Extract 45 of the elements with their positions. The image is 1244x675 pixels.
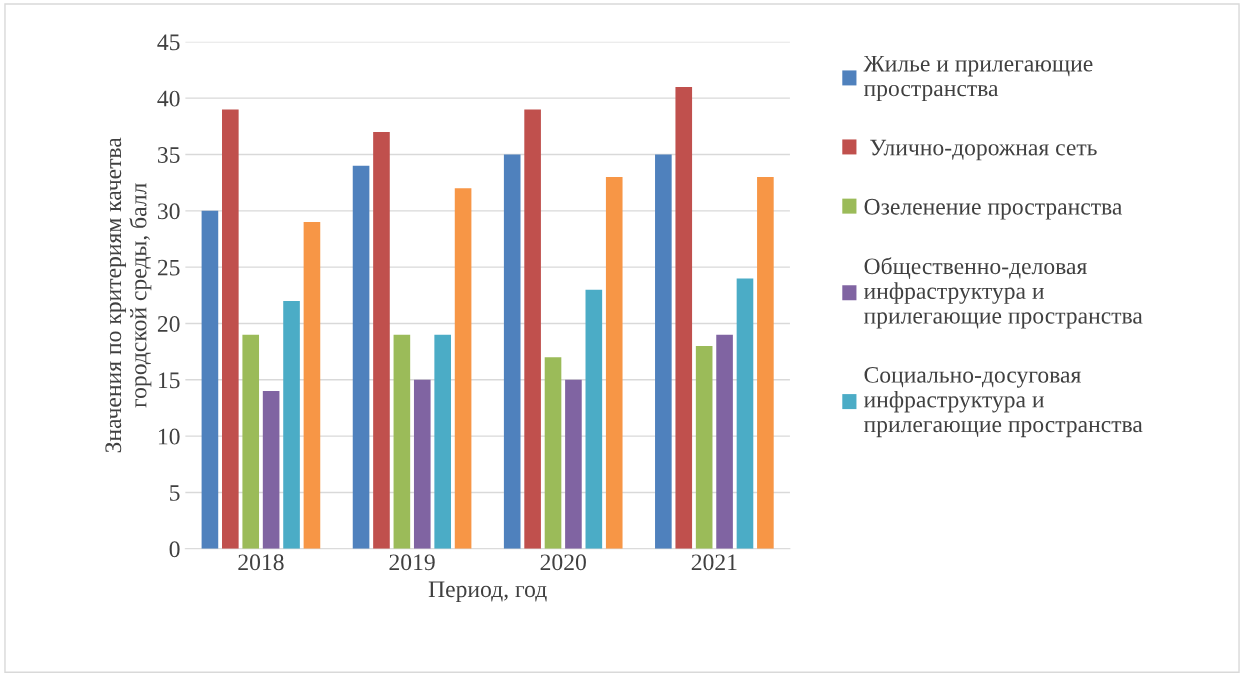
bar bbox=[757, 177, 774, 549]
legend-label: Социально-досуговая инфраструктура и прилегающие пространства bbox=[863, 366, 1143, 438]
y-tick-label: 0 bbox=[169, 541, 180, 558]
y-tick-label: 10 bbox=[158, 428, 180, 445]
bar bbox=[503, 154, 521, 549]
legend-label: Общественно-деловая инфраструктура и прилегающие пространства bbox=[863, 257, 1143, 329]
x-tick-label: 2018 bbox=[238, 554, 284, 571]
bar bbox=[434, 334, 451, 549]
legend-label: Жилье и прилегающие пространства bbox=[863, 55, 1093, 102]
bar bbox=[565, 379, 582, 549]
y-axis-title: Значения по критериям качетва городской среды, балл bbox=[105, 137, 152, 453]
bar bbox=[201, 210, 219, 549]
legend-label: Озеленение пространства bbox=[864, 198, 1123, 220]
y-tick-label: 40 bbox=[157, 90, 180, 107]
bar bbox=[544, 357, 562, 549]
bar bbox=[585, 289, 603, 549]
bar bbox=[675, 86, 693, 549]
bar bbox=[303, 222, 321, 549]
bar bbox=[605, 177, 623, 549]
bar bbox=[413, 379, 431, 549]
bar bbox=[655, 154, 672, 549]
y-tick-label: 15 bbox=[158, 372, 180, 389]
bar bbox=[222, 109, 239, 549]
bar bbox=[242, 334, 260, 549]
y-tick-label: 30 bbox=[158, 203, 180, 220]
y-tick-label: 45 bbox=[157, 34, 180, 51]
bar bbox=[283, 300, 300, 549]
legend-label: Улично-дорожная сеть bbox=[870, 139, 1097, 161]
bar bbox=[695, 346, 713, 549]
y-tick-label: 35 bbox=[158, 147, 180, 163]
y-tick-label: 5 bbox=[170, 485, 180, 501]
y-tick-label: 20 bbox=[157, 315, 180, 332]
x-tick-label: 2021 bbox=[691, 554, 737, 571]
x-tick-label: 2020 bbox=[540, 554, 586, 571]
bar bbox=[736, 278, 754, 549]
y-tick-label: 25 bbox=[157, 259, 180, 276]
x-tick-label: 2019 bbox=[389, 554, 435, 571]
x-axis-title: Период, год bbox=[428, 581, 547, 603]
bar bbox=[393, 334, 411, 549]
bar bbox=[454, 188, 472, 549]
bar bbox=[524, 109, 541, 549]
bar bbox=[716, 334, 733, 549]
bar bbox=[262, 391, 280, 549]
bar bbox=[373, 131, 390, 549]
bar bbox=[352, 165, 370, 549]
